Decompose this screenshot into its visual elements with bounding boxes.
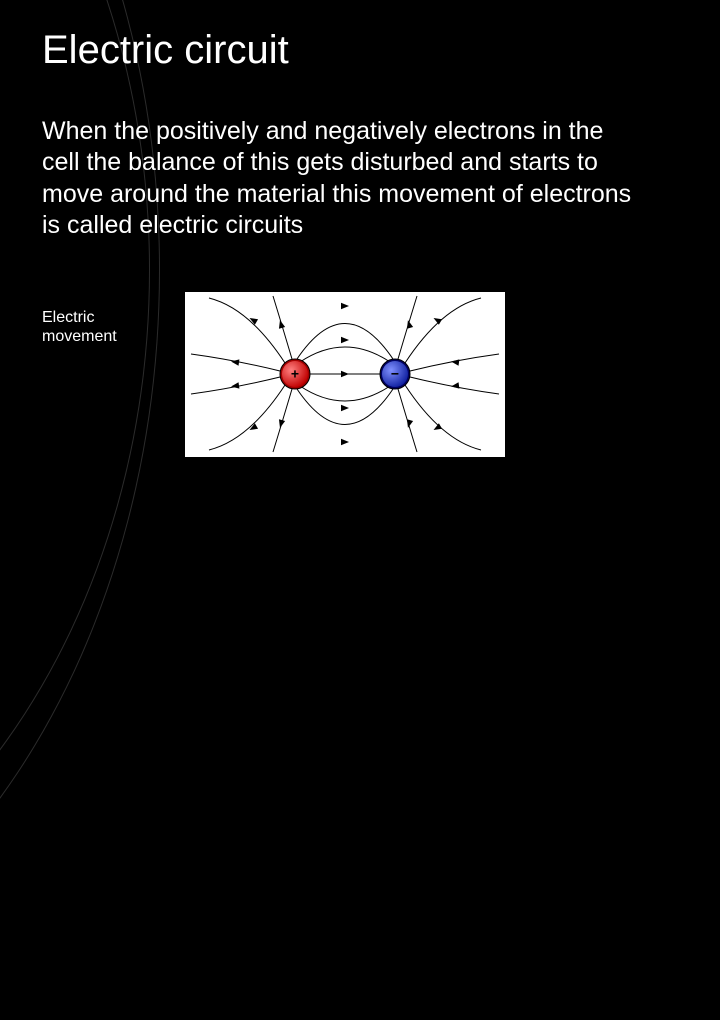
dipole-svg: + − (185, 292, 505, 457)
svg-text:+: + (291, 366, 299, 382)
caption-line: Electric (42, 309, 94, 326)
positive-charge: + (280, 359, 310, 389)
caption-line: movement (42, 328, 117, 345)
field-lines-group (191, 296, 499, 452)
diagram-caption: Electric movement (42, 308, 117, 346)
slide-title: Electric circuit (42, 28, 289, 73)
body-text: When the positively and negatively elect… (42, 116, 642, 241)
negative-charge: − (380, 359, 410, 389)
svg-text:−: − (391, 366, 399, 382)
dipole-field-diagram: + − (185, 292, 505, 457)
